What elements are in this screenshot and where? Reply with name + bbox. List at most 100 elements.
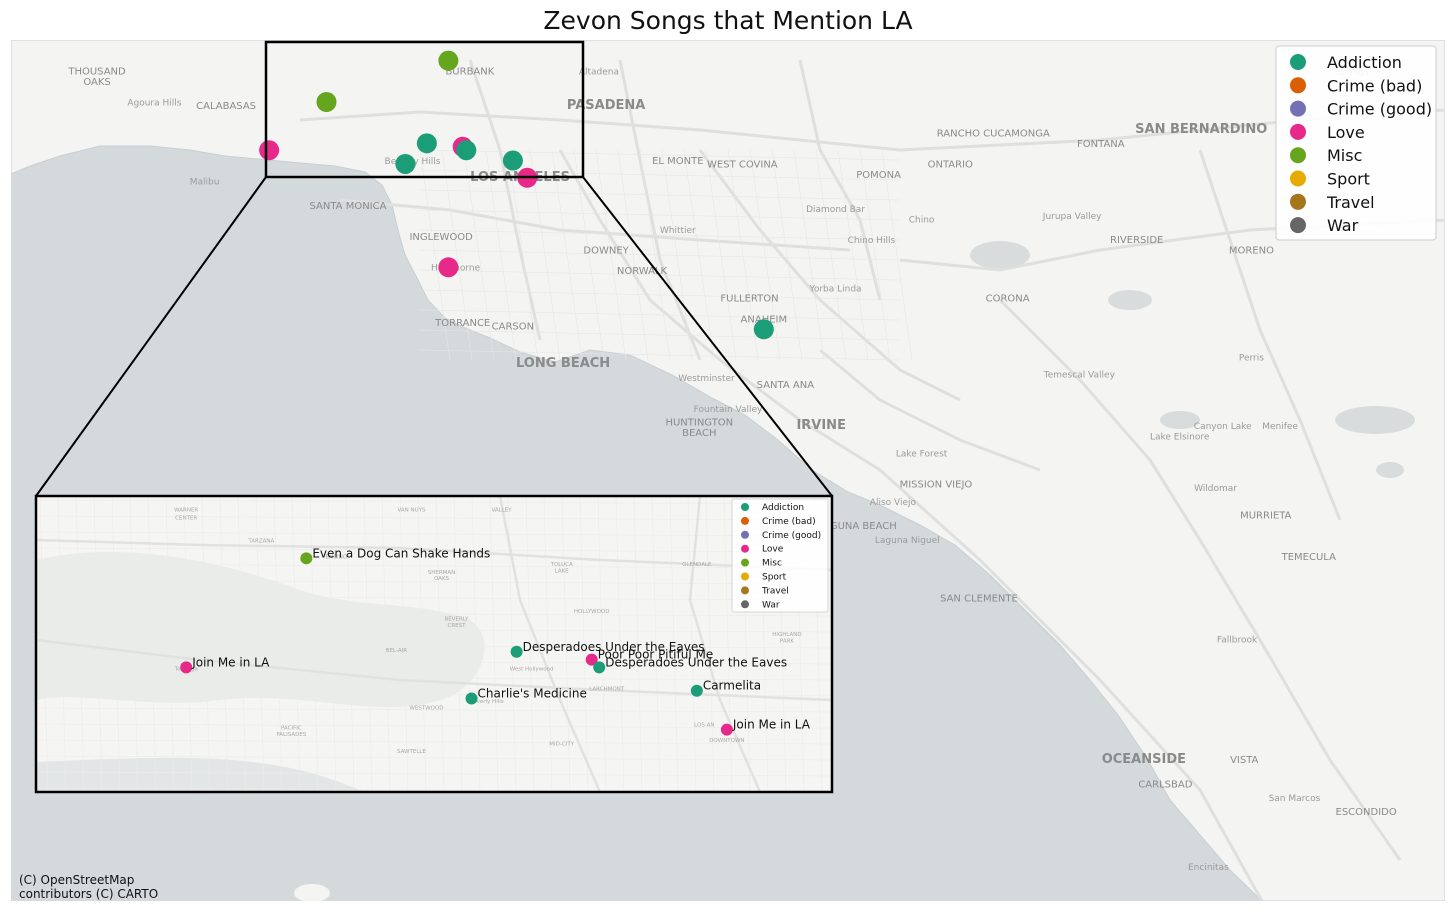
inset-street <box>453 496 463 792</box>
inset-street <box>36 563 832 569</box>
inset-frame <box>34 494 834 794</box>
song-point[interactable] <box>316 91 337 112</box>
inset-song-point[interactable] <box>585 653 598 666</box>
place-label: HUNTINGTON <box>665 418 733 429</box>
highway <box>1198 149 1342 521</box>
street <box>419 149 901 161</box>
inset-road <box>36 638 832 702</box>
inset-road <box>36 538 832 572</box>
inset-place-label: TARZANA <box>247 539 274 545</box>
place-label: Canyon Lake <box>1194 422 1252 432</box>
highway <box>998 298 1402 861</box>
inset-street <box>36 771 832 777</box>
inset-song-point[interactable] <box>720 723 733 736</box>
inset-street <box>669 496 679 792</box>
street <box>595 149 627 361</box>
inset-legend-marker <box>741 530 749 539</box>
place-label: Aliso Viejo <box>870 498 917 508</box>
song-points <box>259 50 774 340</box>
inset-street <box>633 496 643 792</box>
island <box>294 884 330 901</box>
street <box>419 229 901 241</box>
inset-song-point[interactable] <box>465 692 478 705</box>
street <box>573 149 605 361</box>
inset-street <box>363 496 373 792</box>
song-point[interactable] <box>753 319 774 340</box>
place-label: Perris <box>1239 353 1264 363</box>
place-label: San Marcos <box>1269 794 1321 804</box>
legend-marker <box>1290 217 1306 234</box>
street <box>771 149 803 361</box>
place-label: CALABASAS <box>196 101 256 112</box>
legend-label: Crime (good) <box>1327 100 1432 119</box>
place-label: Diamond Bar <box>806 205 865 215</box>
street <box>463 149 495 361</box>
inset-song-point[interactable] <box>180 661 193 674</box>
song-point[interactable] <box>395 153 416 174</box>
inset-legend-marker <box>741 516 749 525</box>
legend-marker <box>1290 147 1306 164</box>
inset-street <box>471 496 481 792</box>
highway <box>468 59 542 341</box>
legend-marker <box>1290 100 1306 117</box>
inset-place-label: CENTER <box>175 515 197 521</box>
place-label: IRVINE <box>796 418 846 433</box>
inset-place-label: BEVERLY <box>445 617 470 623</box>
hills <box>36 551 485 708</box>
place-label: INGLEWOOD <box>409 232 473 243</box>
song-point[interactable] <box>502 150 523 171</box>
song-point[interactable] <box>438 50 459 71</box>
place-label: DOWNEY <box>583 246 629 257</box>
inset-legend-label: Crime (good) <box>762 531 821 541</box>
song-point[interactable] <box>438 257 459 278</box>
zoom-connector-left <box>35 176 267 497</box>
legend-label: Addiction <box>1327 53 1402 72</box>
legend: Addiction Crime (bad) Crime (good) Love Misc… <box>1275 45 1437 241</box>
inset-street <box>36 723 832 729</box>
inset-place-label: VALLEY <box>492 508 513 514</box>
street <box>617 149 649 361</box>
lake <box>1160 411 1200 429</box>
inset-song-point[interactable] <box>690 684 703 697</box>
place-label: SAN BERNARDINO <box>1135 122 1267 137</box>
place-label: Jurupa Valley <box>1042 212 1102 222</box>
place-label: Chino Hills <box>848 236 896 246</box>
inset-place-label: SHERMAN <box>428 570 456 576</box>
inset-street <box>129 496 139 792</box>
inset-song-label: Join Me in LA <box>732 718 811 732</box>
inset-place-label: DOWNTOWN <box>709 738 744 744</box>
inset-street <box>36 579 832 585</box>
song-point[interactable] <box>416 133 437 154</box>
place-label: RIVERSIDE <box>1110 235 1163 246</box>
song-point[interactable] <box>259 140 280 161</box>
place-label: TEMECULA <box>1281 552 1336 563</box>
place-label: TORRANCE <box>434 318 490 329</box>
place-label: SANTA MONICA <box>310 201 387 212</box>
inset-street <box>36 659 832 665</box>
inset-place-label: HOLLYWOOD <box>574 609 610 615</box>
inset-song-point[interactable] <box>593 661 606 674</box>
street <box>419 149 451 361</box>
inset-song-point[interactable] <box>510 645 523 658</box>
place-label: Agoura Hills <box>127 98 181 108</box>
street <box>419 329 901 341</box>
inset-place-label: WARNER <box>174 508 198 514</box>
street <box>705 149 737 361</box>
legend-label: War <box>1327 216 1359 235</box>
lake <box>1376 462 1404 478</box>
place-label: THOUSAND <box>67 66 126 77</box>
inset-street <box>36 755 832 761</box>
song-point[interactable] <box>456 140 477 161</box>
street <box>485 149 517 361</box>
inset-street <box>723 496 733 792</box>
zoom-connector-right <box>582 176 833 497</box>
inset-legend-marker <box>741 544 749 553</box>
street <box>419 309 901 321</box>
attribution: (C) OpenStreetMap <box>19 873 134 887</box>
inset-song-point[interactable] <box>300 552 313 565</box>
inset-street <box>36 643 832 649</box>
inset-legend-label: Crime (bad) <box>762 517 816 527</box>
place-label: MORENO <box>1229 246 1274 257</box>
